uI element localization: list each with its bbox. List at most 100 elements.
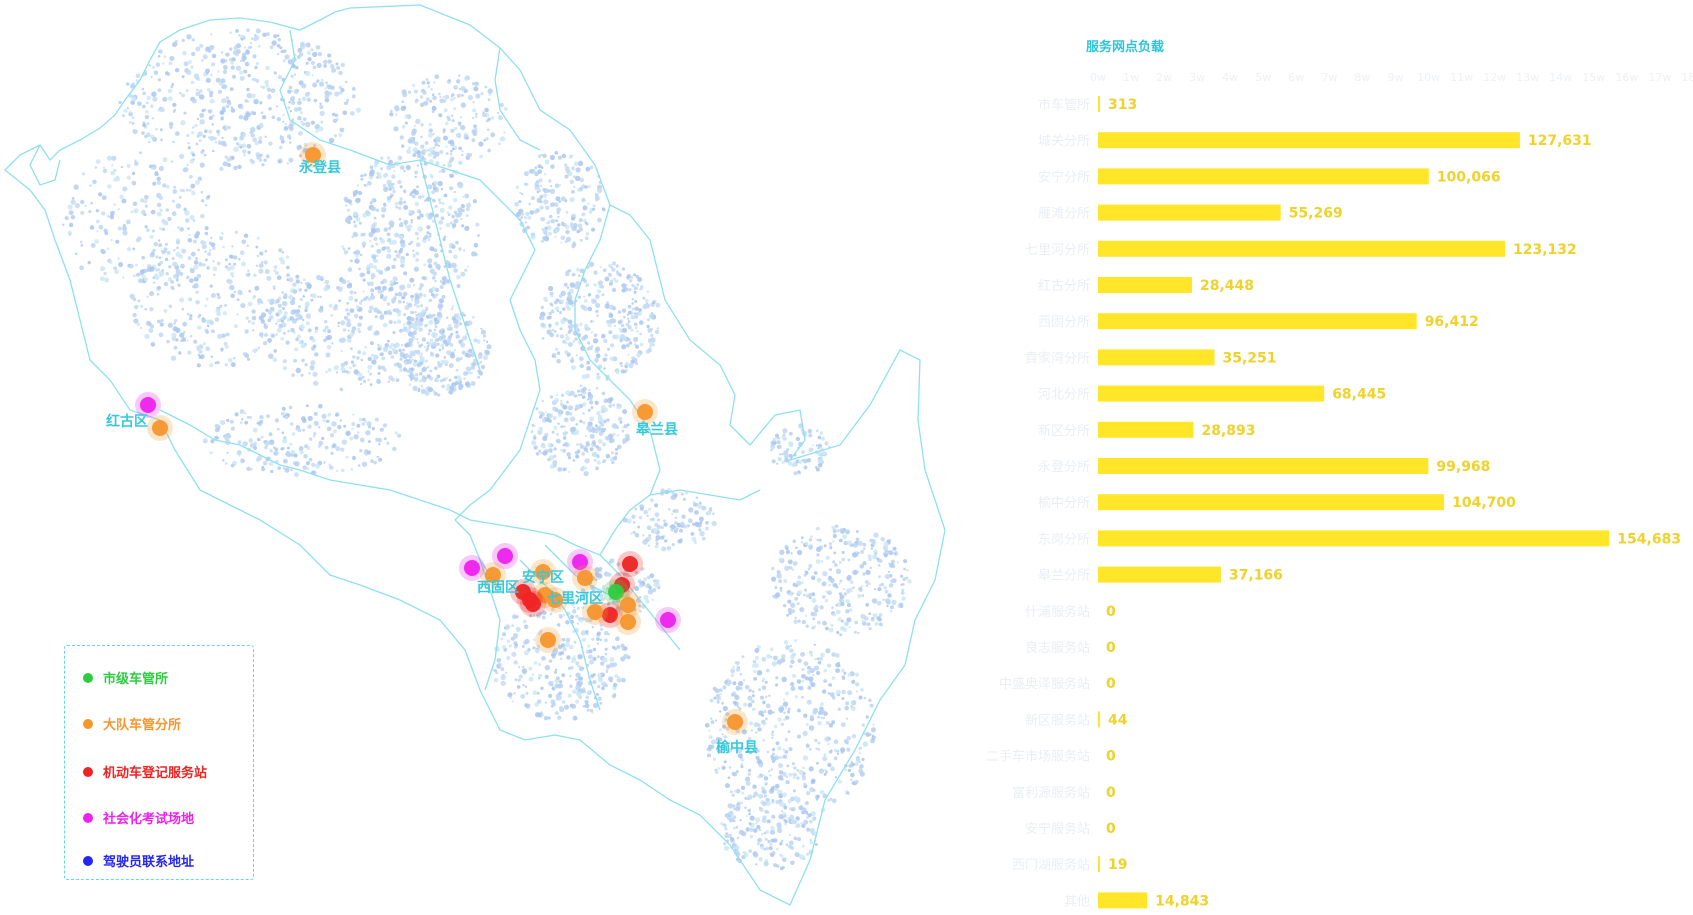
population-dot (414, 201, 420, 207)
population-dot (289, 110, 293, 113)
bar[interactable] (1098, 421, 1194, 438)
category-label: 賁家湾分所 (1025, 350, 1090, 366)
population-dot (297, 100, 302, 105)
value-label: 55,269 (1289, 206, 1343, 222)
population-dot (327, 53, 332, 58)
population-dot (211, 53, 217, 59)
population-dot (356, 184, 359, 187)
population-dot (135, 73, 141, 79)
population-dot (434, 279, 437, 283)
population-dot (339, 90, 343, 95)
population-dot (230, 60, 235, 65)
population-dot (276, 34, 280, 37)
bar[interactable] (1098, 204, 1281, 221)
population-dot (339, 127, 345, 133)
population-dot (245, 112, 251, 118)
population-dot (290, 95, 296, 101)
population-dot (265, 32, 270, 37)
category-label: 红古分所 (1038, 278, 1090, 294)
population-dot (311, 74, 314, 77)
bar[interactable] (1098, 856, 1100, 873)
bar[interactable] (1098, 385, 1325, 402)
population-dot (235, 29, 239, 33)
population-dot (392, 276, 398, 282)
bar[interactable] (1098, 349, 1215, 366)
population-dot (437, 198, 441, 202)
population-dot (449, 174, 452, 177)
bar[interactable] (1098, 313, 1417, 330)
population-dot (247, 46, 251, 50)
population-dot (381, 214, 385, 218)
x-tick-label: 16w (1615, 71, 1638, 84)
population-dot (458, 247, 462, 251)
population-dot (244, 61, 250, 67)
value-label: 44 (1108, 712, 1128, 728)
population-dot (223, 65, 228, 70)
population-dot (227, 125, 231, 130)
x-tick-label: 4w (1222, 71, 1238, 84)
value-label: 127,631 (1528, 133, 1592, 149)
population-dot (273, 34, 278, 39)
population-dot (205, 77, 211, 83)
population-dot (340, 62, 345, 68)
population-dot (231, 74, 237, 79)
population-dot (386, 156, 391, 160)
population-dot (191, 38, 195, 42)
population-dot (363, 184, 366, 187)
population-dot (250, 160, 255, 165)
population-dot (232, 50, 238, 55)
population-dot (297, 106, 302, 112)
population-dot (195, 75, 200, 81)
population-dot (464, 225, 470, 231)
bar[interactable] (1098, 132, 1520, 149)
bar[interactable] (1098, 892, 1148, 909)
population-dot (220, 51, 224, 54)
population-dot (403, 169, 406, 173)
category-label: 榆中分所 (1038, 496, 1090, 511)
population-dot (343, 196, 349, 202)
population-dot (355, 217, 361, 222)
population-dot (266, 87, 272, 92)
population-dot (231, 57, 236, 62)
population-dot (300, 120, 303, 123)
population-dot (435, 161, 440, 166)
population-dot (293, 107, 299, 112)
population-dot (192, 153, 195, 157)
population-dot (310, 120, 315, 125)
population-dot (291, 118, 295, 122)
bar[interactable] (1098, 168, 1429, 185)
population-dot (397, 179, 402, 185)
population-dot (403, 291, 408, 297)
population-dot (435, 293, 439, 297)
population-dot (427, 238, 431, 241)
population-dot (456, 274, 461, 280)
bar[interactable] (1098, 277, 1192, 293)
population-dot (312, 82, 318, 88)
population-dot (209, 45, 215, 50)
bar[interactable] (1098, 566, 1221, 583)
bar[interactable] (1098, 96, 1100, 112)
category-label: 河北分所 (1038, 388, 1090, 403)
population-dot (351, 235, 355, 239)
population-dot (345, 204, 348, 207)
population-dot (126, 107, 129, 110)
population-dot (211, 62, 216, 67)
population-dot (313, 98, 318, 103)
population-dot (400, 242, 406, 248)
bar[interactable] (1098, 458, 1429, 474)
population-dot (353, 211, 358, 217)
population-dot (414, 175, 417, 179)
population-dot (220, 140, 227, 146)
population-dot (208, 116, 213, 120)
population-dot (449, 244, 453, 248)
population-dot (391, 186, 395, 190)
population-dot (460, 204, 465, 209)
population-dot (460, 271, 466, 277)
bar[interactable] (1098, 494, 1445, 511)
population-dot (196, 117, 199, 121)
bar[interactable] (1098, 530, 1610, 547)
bar[interactable] (1098, 711, 1100, 728)
value-label: 154,683 (1617, 531, 1681, 547)
bar[interactable] (1098, 240, 1505, 257)
